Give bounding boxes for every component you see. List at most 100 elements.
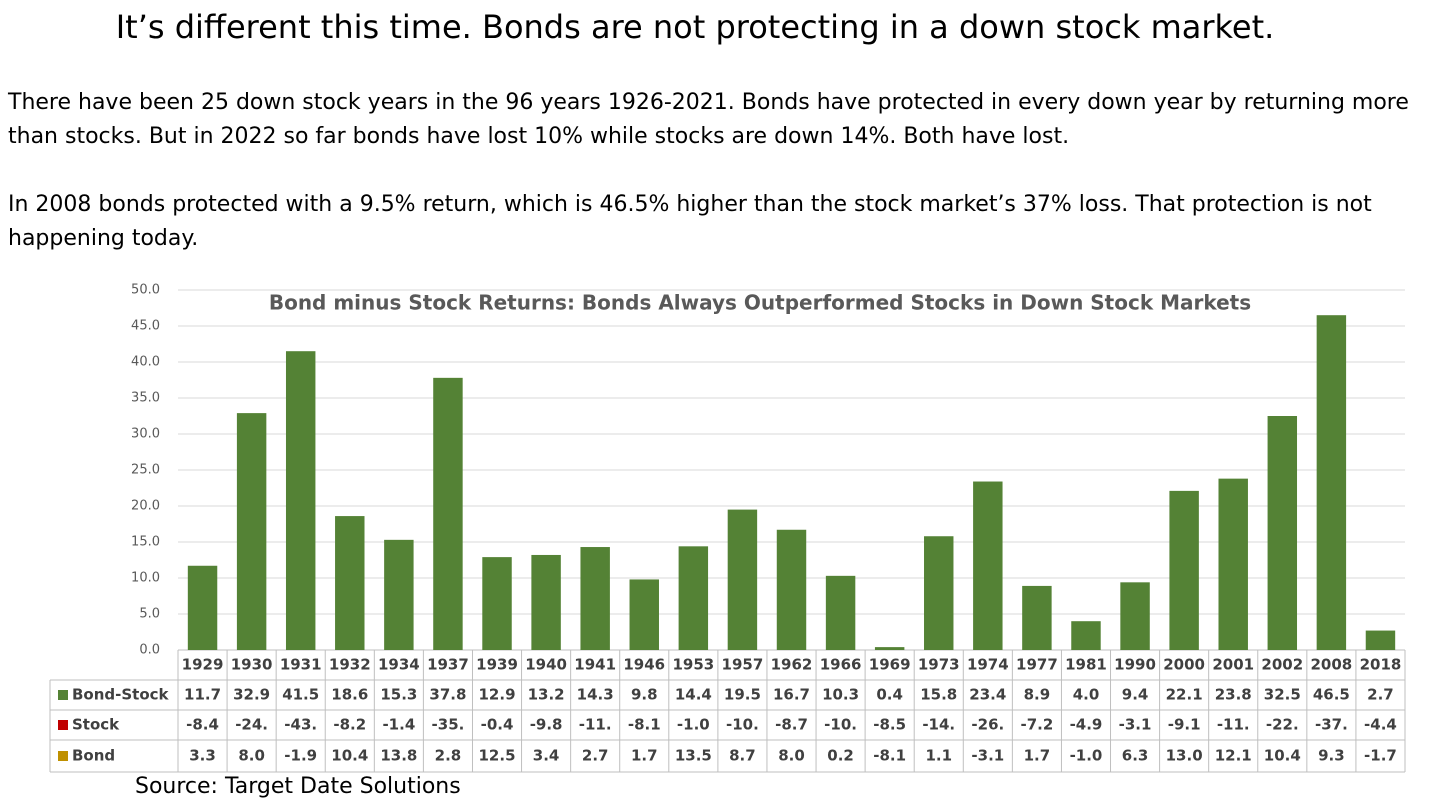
y-tick-label: 45.0 — [131, 319, 160, 334]
table-value: 2.7 — [1367, 686, 1394, 704]
table-value: 8.0 — [778, 747, 805, 765]
bar — [236, 413, 267, 650]
bar — [580, 547, 610, 650]
x-tick-label: 1962 — [771, 656, 813, 674]
table-value: 8.7 — [729, 747, 756, 765]
table-value: -7.2 — [1020, 716, 1053, 734]
x-tick-label: 1973 — [918, 656, 960, 674]
table-value: -35. — [432, 716, 465, 734]
table-value: -3.1 — [971, 747, 1004, 765]
table-value: -8.7 — [775, 716, 808, 734]
table-value: -22. — [1266, 716, 1299, 734]
x-tick-label: 1932 — [329, 656, 371, 674]
table-value: -43. — [284, 716, 317, 734]
table-value: -1.0 — [677, 716, 710, 734]
legend-label: Bond-Stock — [72, 686, 170, 704]
bar — [433, 377, 463, 650]
x-tick-label: 2018 — [1360, 656, 1402, 674]
y-tick-label: 15.0 — [131, 535, 160, 550]
table-value: -8.4 — [186, 716, 219, 734]
table-value: -1.0 — [1070, 747, 1103, 765]
bar — [1316, 315, 1347, 650]
legend-label: Stock — [72, 716, 120, 734]
table-value: -11. — [579, 716, 612, 734]
legend-key — [58, 720, 68, 730]
y-tick-label: 35.0 — [131, 391, 160, 406]
bar — [1218, 478, 1248, 650]
table-value: 8.9 — [1024, 686, 1051, 704]
table-value: 23.8 — [1215, 686, 1252, 704]
table-value: 6.3 — [1122, 747, 1149, 765]
table-value: 10.3 — [822, 686, 859, 704]
x-tick-label: 2001 — [1212, 656, 1254, 674]
table-value: -8.1 — [873, 747, 906, 765]
table-value: -8.1 — [628, 716, 661, 734]
table-value: -4.4 — [1364, 716, 1397, 734]
source: Source: Target Date Solutions — [135, 774, 461, 799]
bar — [384, 539, 414, 650]
chart-title: Bond minus Stock Returns: Bonds Always O… — [269, 291, 1251, 315]
x-tick-label: 1941 — [574, 656, 616, 674]
y-tick-label: 50.0 — [131, 283, 160, 298]
bar — [776, 529, 807, 650]
bar — [924, 536, 954, 650]
x-tick-label: 1939 — [476, 656, 518, 674]
bar — [285, 351, 316, 650]
bar — [825, 575, 856, 650]
x-tick-label: 2008 — [1311, 656, 1353, 674]
x-tick-label: 1934 — [378, 656, 420, 674]
bar — [482, 557, 512, 650]
table-value: 15.3 — [380, 686, 417, 704]
table-value: -37. — [1315, 716, 1348, 734]
heading: It’s different this time. Bonds are not … — [115, 8, 1275, 46]
table-value: -8.5 — [873, 716, 906, 734]
bar — [874, 647, 905, 650]
table-value: 1.1 — [925, 747, 952, 765]
legend-label: Bond — [72, 747, 115, 765]
table-value: 41.5 — [282, 686, 319, 704]
bar — [1022, 585, 1052, 650]
x-tick-label: 1957 — [722, 656, 764, 674]
table-value: 13.0 — [1166, 747, 1203, 765]
table-value: -4.9 — [1070, 716, 1103, 734]
x-tick-label: 2000 — [1163, 656, 1205, 674]
table-value: 1.7 — [631, 747, 658, 765]
table-value: -10. — [726, 716, 759, 734]
table-value: 11.7 — [184, 686, 221, 704]
table-value: -1.7 — [1364, 747, 1397, 765]
bar — [678, 546, 709, 650]
bar — [1071, 621, 1101, 650]
table-value: 2.7 — [582, 747, 609, 765]
x-tick-label: 1981 — [1065, 656, 1107, 674]
table-value: -8.2 — [333, 716, 366, 734]
y-tick-label: 5.0 — [139, 607, 160, 622]
table-value: 2.8 — [435, 747, 462, 765]
table-value: 22.1 — [1166, 686, 1203, 704]
table-value: 14.4 — [675, 686, 712, 704]
x-tick-label: 1966 — [820, 656, 862, 674]
table-value: 9.3 — [1318, 747, 1345, 765]
x-tick-label: 1990 — [1114, 656, 1156, 674]
x-tick-label: 2002 — [1261, 656, 1303, 674]
bar — [1267, 416, 1298, 650]
bar — [531, 554, 561, 650]
paragraph: In 2008 bonds protected with a 9.5% retu… — [8, 192, 1372, 251]
table-value: 14.3 — [577, 686, 614, 704]
x-tick-label: 1929 — [182, 656, 224, 674]
x-tick-label: 1977 — [1016, 656, 1058, 674]
y-tick-label: 25.0 — [131, 463, 160, 478]
y-tick-label: 0.0 — [139, 643, 160, 658]
table-value: 8.0 — [238, 747, 265, 765]
table-value: 4.0 — [1073, 686, 1100, 704]
x-tick-label: 1953 — [672, 656, 714, 674]
table-value: -1.9 — [284, 747, 317, 765]
bar — [187, 565, 218, 650]
table-value: -11. — [1217, 716, 1250, 734]
x-tick-label: 1940 — [525, 656, 567, 674]
table-value: 13.2 — [528, 686, 565, 704]
bar — [727, 509, 758, 650]
table-value: 1.7 — [1024, 747, 1051, 765]
table-value: -0.4 — [481, 716, 514, 734]
